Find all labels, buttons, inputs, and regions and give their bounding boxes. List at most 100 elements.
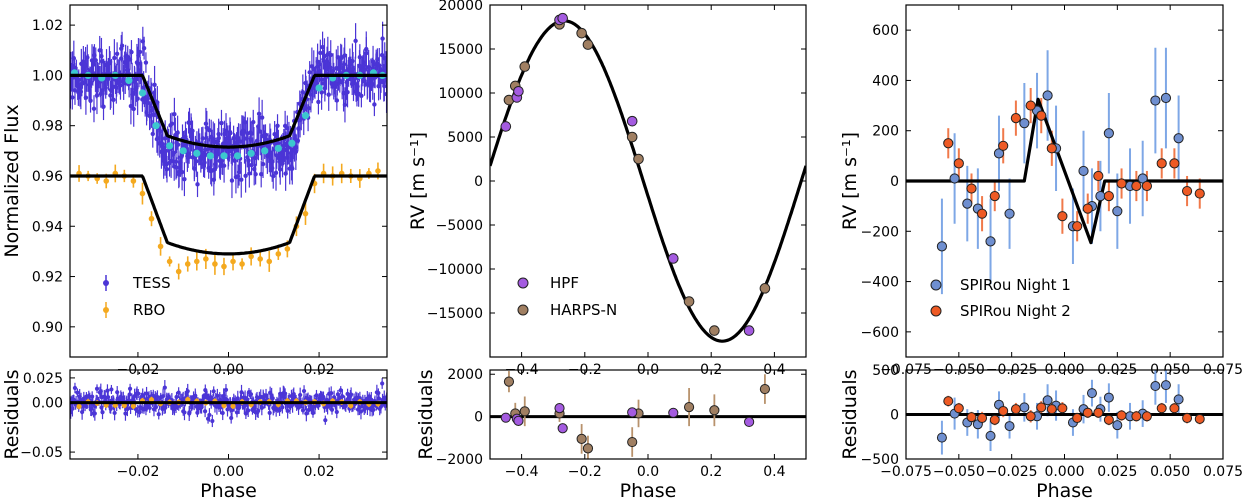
y-tick-label: 1.00 [32,68,63,84]
spirou2-point [953,158,964,169]
spirou2-point [1194,188,1205,199]
spirou1-point [993,148,1005,159]
tess-residual-point [280,405,285,410]
tess-point [99,53,104,59]
y-tick-label: −2000 [436,452,483,468]
tess-residual-point [256,408,261,413]
rv-orbit-panel: −0.4 −0.2 0.0 0.2 0.4−15000−10000−5000050001… [407,0,807,378]
spirou1-residual-point [1004,421,1015,432]
x-tick-label: 0.075 [1203,464,1243,480]
legend-spirou1-label: SPIRou Night 1 [960,276,1071,294]
tess-point [94,93,100,98]
spirou1-point [985,236,996,247]
x-tick-label: 0.00 [213,464,244,480]
harps-point [626,131,638,143]
tess-residual-point [105,388,110,393]
spirou2-point [1116,178,1127,189]
y-axis-label: RV [m s⁻¹] [839,132,861,230]
spirou1-point [1004,208,1015,219]
tess-point [219,120,224,126]
x-tick-label: 0.0 [637,464,659,480]
spirou2-point [966,183,977,194]
rbo-residual-point [348,403,354,409]
legend-harps-marker [517,304,529,316]
rbo-point [184,261,191,267]
spirou2-point [1141,180,1153,192]
tess-point [271,173,276,179]
rbo-point [194,258,200,265]
tess-point [328,52,333,58]
hpf-point [743,325,755,336]
tess-residual-point [109,387,114,392]
rbo-residual-point [148,397,155,403]
tess-point [71,56,77,61]
y-tick-label: −0.05 [20,445,63,461]
tess-residual-point [123,411,128,416]
tess-point [259,115,265,120]
y-tick-label: 0.98 [32,119,63,135]
spirou1-point [1160,92,1172,104]
spirou1-point [1112,206,1123,217]
x-tick-label: −0.4 [505,464,539,480]
rbo-residual-point [130,403,136,409]
tess-point [195,182,200,187]
harps-residual-point [683,401,695,413]
rv-model-curve [490,19,806,343]
tess-binned-point [274,144,282,152]
tess-binned-point [220,152,228,160]
tess-residual-point [248,392,254,397]
tess-residual-point [259,405,264,410]
harps-point [683,296,695,307]
tess-residual-point [108,406,113,411]
tess-residual-point [358,409,364,414]
tess-point [150,131,155,137]
tess-point [350,58,355,64]
tess-residual-point [112,410,117,416]
plot-area [490,371,806,459]
tess-point [173,159,179,164]
tess-point [200,136,206,141]
rbo-point [284,246,291,252]
tess-point [307,70,312,75]
tess-binned-point [315,84,323,92]
spirou1-point [949,173,960,184]
y-tick-label: 0.00 [32,396,63,412]
rbo-point [230,258,236,265]
tess-point [318,50,323,56]
legend-rbo-marker [103,307,109,313]
tess-point [158,129,164,134]
spirou2-point [998,140,1009,151]
rbo-point [248,253,254,260]
tess-point [275,123,280,128]
tess-residual-point [234,410,240,415]
hpf-point [557,12,568,24]
spirou1-point [936,241,948,252]
spirou2-residual-point [977,413,988,424]
spirou1-point [1019,118,1030,129]
tess-point [384,91,387,97]
spirou2-residual-point [1194,413,1205,424]
legend: SPIRou Night 1 SPIRou Night 2 [930,276,1071,320]
rbo-point [257,256,264,262]
rbo-point [203,256,209,262]
tess-binned-point [301,112,310,120]
tess-point [334,98,340,103]
tess-point [380,36,385,41]
x-tick-label: −0.2 [568,464,602,480]
y-axis-label: RV [m s⁻¹] [407,132,429,230]
legend-spirou1-marker [930,279,942,291]
hpf-residual-point [744,416,755,428]
spirou2-point [943,138,954,149]
y-tick-label: −10000 [427,262,483,278]
tess-residual-point [357,396,362,401]
y-tick-label: −600 [861,325,899,341]
harps-residual-point [709,405,720,416]
tess-point [119,43,125,48]
harps-residual-point [759,383,771,395]
tess-point [143,60,149,65]
x-tick-label: 0.4 [763,464,785,480]
spirou1-point [1137,173,1148,184]
x-tick-label: 0.02 [303,464,334,480]
spirou2-point [1072,221,1083,232]
y-tick-label: 10000 [438,86,483,102]
